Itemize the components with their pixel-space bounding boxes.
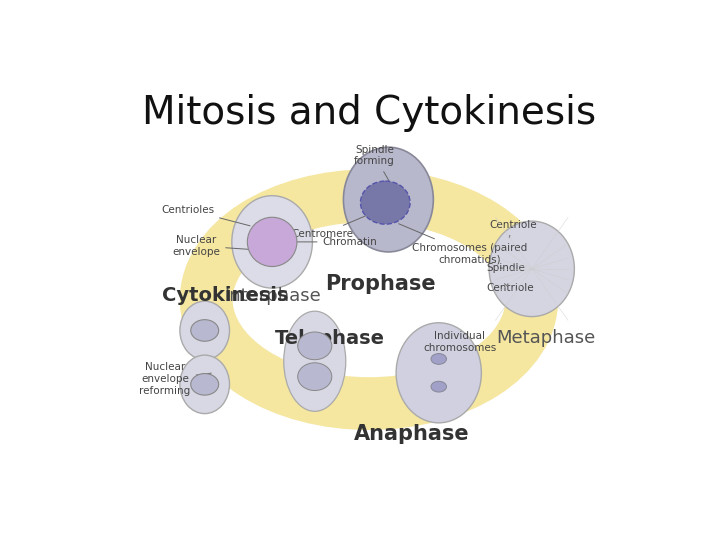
Ellipse shape xyxy=(191,320,219,341)
Text: Spindle
forming: Spindle forming xyxy=(354,145,395,184)
Text: Nuclear
envelope
reforming: Nuclear envelope reforming xyxy=(140,362,211,396)
Text: Chromosomes (paired
chromatids): Chromosomes (paired chromatids) xyxy=(399,224,527,264)
Ellipse shape xyxy=(297,332,332,360)
Text: Interphase: Interphase xyxy=(224,287,320,305)
Ellipse shape xyxy=(180,355,230,414)
Ellipse shape xyxy=(489,221,575,316)
Text: Individual
chromosomes: Individual chromosomes xyxy=(423,331,497,360)
Text: Nuclear
envelope: Nuclear envelope xyxy=(172,235,250,256)
Ellipse shape xyxy=(180,301,230,360)
Ellipse shape xyxy=(343,147,433,252)
Ellipse shape xyxy=(232,195,312,288)
Text: Cytokinesis: Cytokinesis xyxy=(163,286,289,305)
Text: Spindle: Spindle xyxy=(486,263,525,273)
Ellipse shape xyxy=(361,181,410,224)
Ellipse shape xyxy=(284,311,346,411)
Ellipse shape xyxy=(297,363,332,390)
Text: Centrioles: Centrioles xyxy=(161,205,250,226)
Ellipse shape xyxy=(431,381,446,392)
Text: Telophase: Telophase xyxy=(275,329,385,348)
Ellipse shape xyxy=(396,323,482,423)
Text: Anaphase: Anaphase xyxy=(354,424,469,444)
Ellipse shape xyxy=(248,217,297,267)
Text: Prophase: Prophase xyxy=(325,274,436,294)
Text: Centromere: Centromere xyxy=(292,212,374,239)
Ellipse shape xyxy=(191,374,219,395)
Ellipse shape xyxy=(431,354,446,364)
Text: Metaphase: Metaphase xyxy=(496,329,595,347)
Text: Mitosis and Cytokinesis: Mitosis and Cytokinesis xyxy=(142,94,596,132)
Text: Centriole: Centriole xyxy=(486,283,534,293)
Text: Chromatin: Chromatin xyxy=(296,237,377,247)
Text: Centriole: Centriole xyxy=(489,220,536,238)
